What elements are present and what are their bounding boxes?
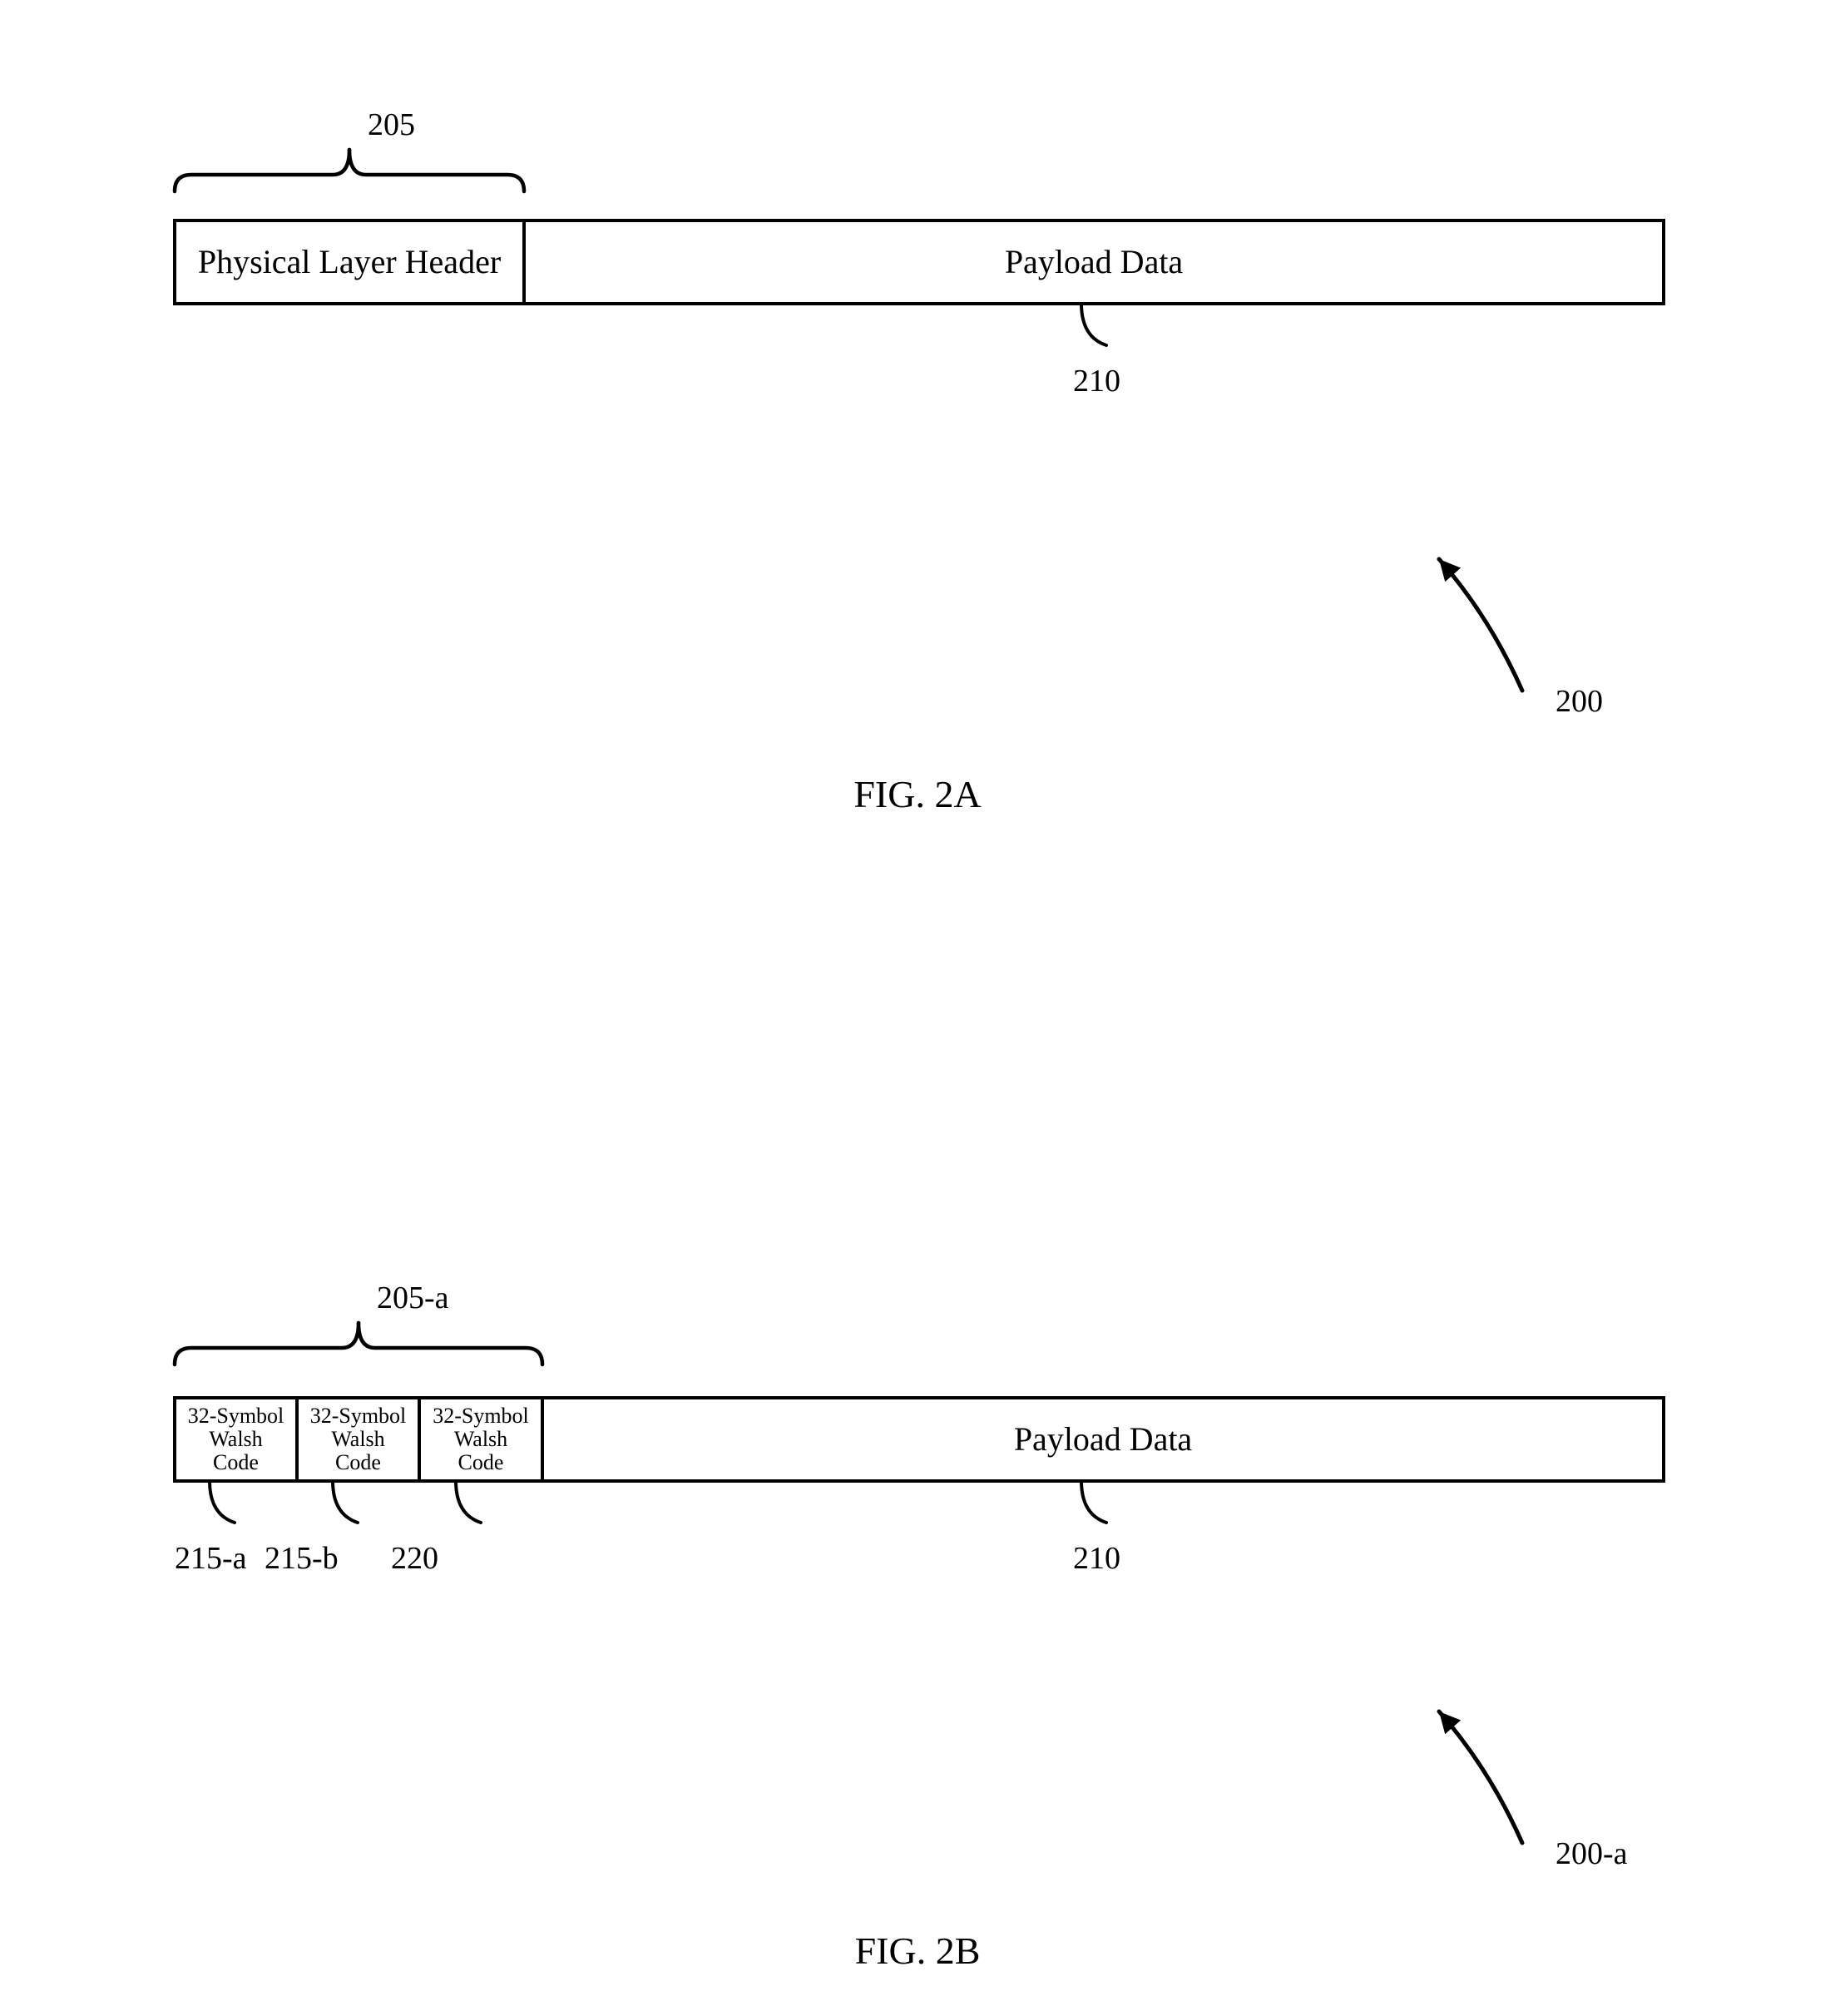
fig-b-payload-ref: 210 bbox=[1073, 1541, 1120, 1576]
fig-b-walsh-label-2-line: 32-Symbol bbox=[433, 1404, 529, 1428]
fig-b-header-brace bbox=[175, 1323, 359, 1365]
fig-b-payload-ref-leader bbox=[1081, 1481, 1106, 1523]
fig-a-payload-ref: 210 bbox=[1073, 364, 1120, 399]
fig-b-walsh-label-2-line: Walsh bbox=[454, 1427, 507, 1451]
fig-a-header-ref: 205 bbox=[368, 107, 415, 142]
fig-b-walsh-ref-1: 215-b bbox=[265, 1541, 339, 1576]
fig-b-walsh-ref-2: 220 bbox=[391, 1541, 438, 1576]
fig-b-walsh-label-1-line: Code bbox=[335, 1450, 381, 1474]
fig-b-walsh-label-0-line: Walsh bbox=[209, 1427, 262, 1451]
fig-b-caption: FIG. 2B bbox=[855, 1929, 981, 1972]
fig-b-walsh-label-2-line: Code bbox=[458, 1450, 504, 1474]
fig-b-walsh-label-1-line: Walsh bbox=[331, 1427, 384, 1451]
fig-b-walsh-label-1: 32-SymbolWalshCode bbox=[310, 1404, 407, 1474]
fig-a-caption: FIG. 2A bbox=[853, 773, 981, 815]
fig-b-walsh-label-2: 32-SymbolWalshCode bbox=[433, 1404, 529, 1474]
fig-b-header-brace bbox=[359, 1323, 542, 1365]
fig-b-figure-arrow bbox=[1439, 1711, 1522, 1843]
fig-b-walsh-label-0: 32-SymbolWalshCode bbox=[188, 1404, 284, 1474]
fig-a-figure-arrow bbox=[1439, 559, 1522, 691]
fig-b-walsh-label-0-line: 32-Symbol bbox=[188, 1404, 284, 1428]
fig-b-walsh-ref-leader-0 bbox=[210, 1481, 235, 1523]
fig-b-walsh-label-1-line: 32-Symbol bbox=[310, 1404, 407, 1428]
fig-b-payload-label: Payload Data bbox=[1014, 1420, 1193, 1458]
fig-a-header-brace bbox=[349, 150, 524, 191]
fig-a-figure-ref: 200 bbox=[1556, 684, 1603, 719]
fig-a-header-brace bbox=[175, 150, 349, 191]
fig-b-walsh-label-0-line: Code bbox=[213, 1450, 259, 1474]
fig-b-walsh-ref-leader-1 bbox=[333, 1481, 358, 1523]
fig-a-payload-label: Payload Data bbox=[1005, 243, 1184, 280]
fig-b-walsh-ref-leader-2 bbox=[456, 1481, 481, 1523]
fig-a-header-label: Physical Layer Header bbox=[198, 243, 501, 280]
fig-b-figure-ref: 200-a bbox=[1556, 1836, 1628, 1871]
fig-b-walsh-ref-0: 215-a bbox=[175, 1541, 247, 1576]
fig-b-header-ref: 205-a bbox=[377, 1280, 449, 1315]
fig-a-payload-ref-leader bbox=[1081, 304, 1106, 345]
